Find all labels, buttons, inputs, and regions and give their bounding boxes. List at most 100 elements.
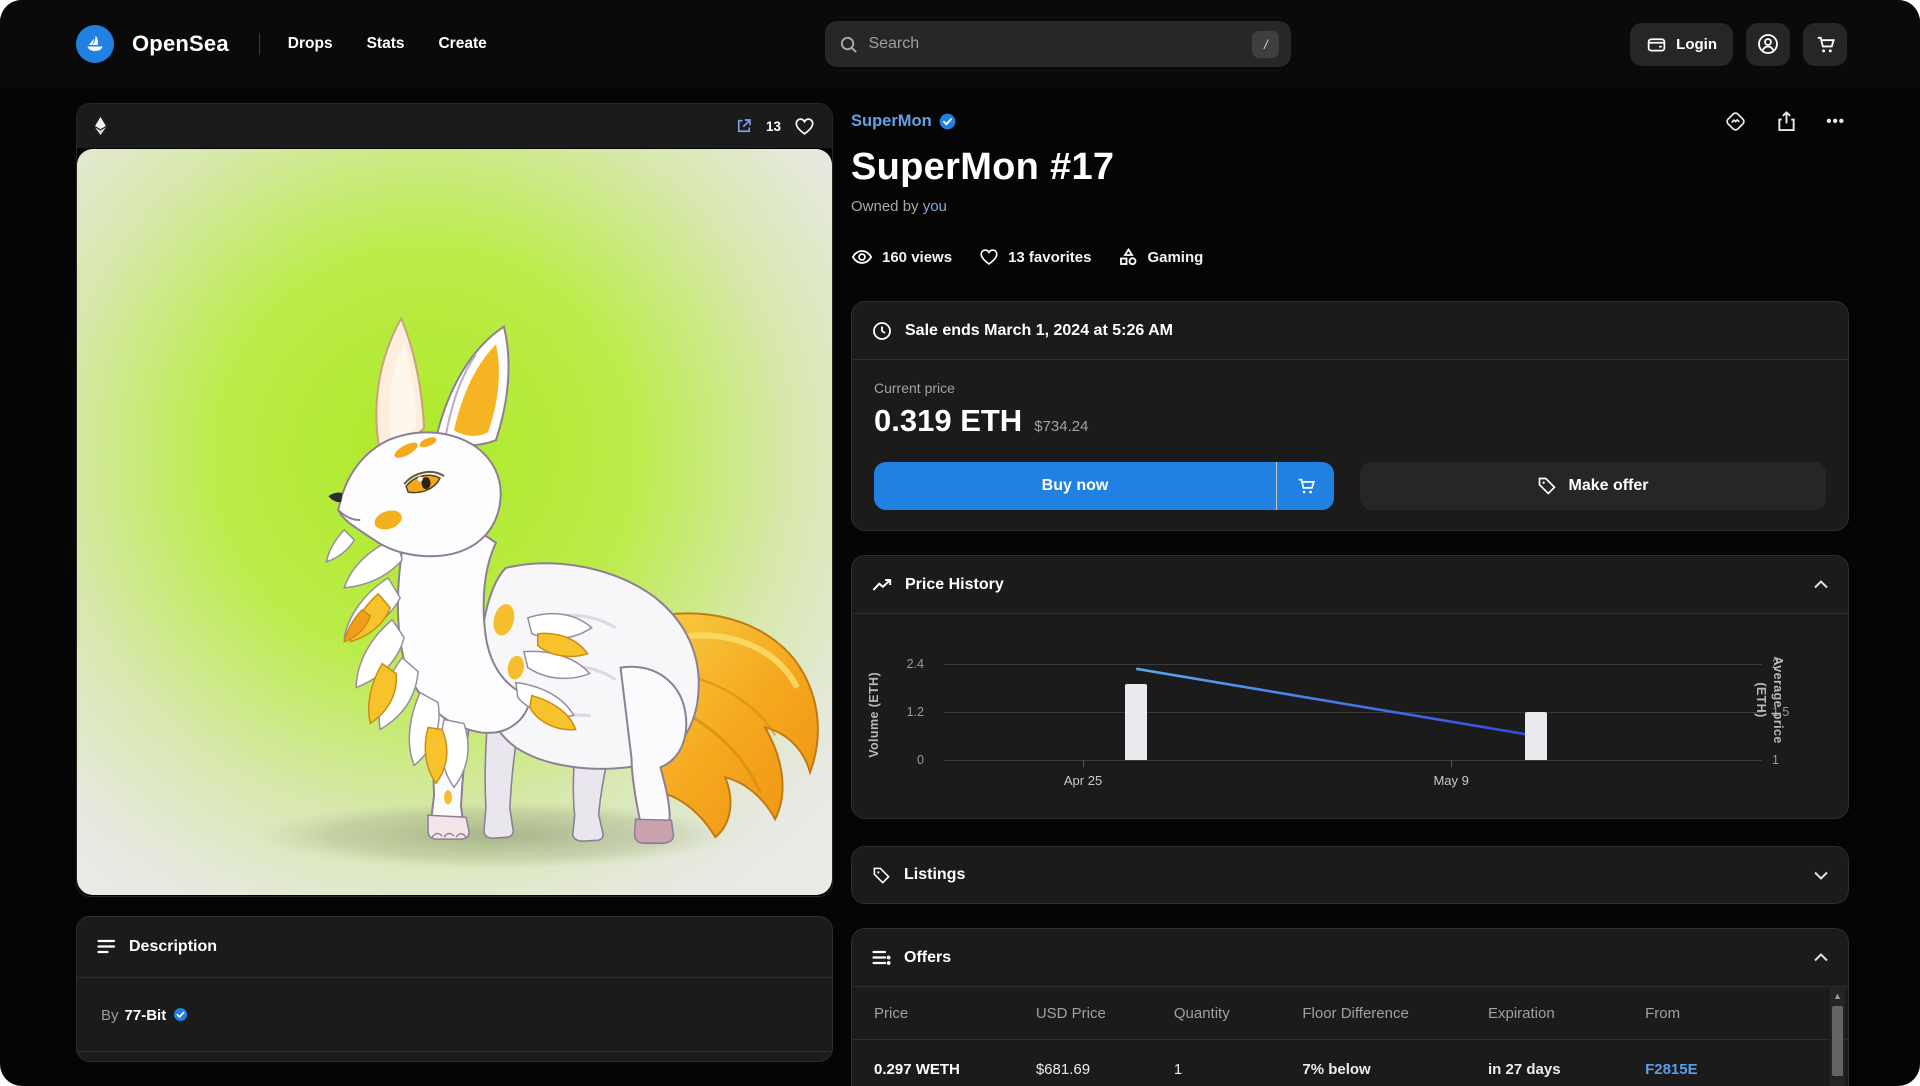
category-stat: Gaming [1118, 247, 1203, 267]
price-history-chart: Volume (ETH) 2.4 1.2 0 [852, 614, 1848, 818]
search-bar[interactable]: / [825, 21, 1292, 67]
verified-badge-icon [939, 113, 956, 130]
col-price: Price [874, 1004, 909, 1022]
offer-from-link[interactable]: F2815E [1645, 1060, 1698, 1078]
chevron-up-icon[interactable] [1814, 580, 1828, 589]
favorites-label: 13 favorites [1008, 248, 1092, 266]
account-button[interactable] [1746, 22, 1790, 66]
left-axis-ticks: 2.4 1.2 0 [852, 634, 934, 784]
avg-price-line-svg [944, 634, 1762, 784]
nft-media-card: 13 [76, 103, 833, 897]
y-tick: 2 [1772, 657, 1779, 671]
current-price-label: Current price [874, 380, 955, 396]
heart-icon [979, 248, 999, 266]
tag-icon [1537, 476, 1557, 496]
offers-panel: Offers Price USD Price Quantity Floor Di… [851, 928, 1849, 1086]
owned-by-prefix: Owned by [851, 198, 919, 215]
col-expiration: Expiration [1488, 1004, 1555, 1022]
offer-floor-difference: 7% below [1302, 1060, 1371, 1078]
offers-table: Price USD Price Quantity Floor Differenc… [852, 987, 1848, 1086]
sale-panel: Sale ends March 1, 2024 at 5:26 AM Curre… [851, 301, 1849, 531]
col-usd-price: USD Price [1035, 1004, 1106, 1022]
offers-scrollbar[interactable]: ▲ [1830, 988, 1845, 1086]
page-title: SuperMon #17 [851, 146, 1115, 188]
cart-icon [1814, 33, 1837, 56]
y-tick: 1 [1772, 753, 1779, 767]
views-label: 160 views [882, 248, 953, 266]
tag-icon [872, 866, 891, 885]
favorite-heart-icon[interactable] [794, 117, 815, 136]
search-icon [839, 35, 858, 54]
favorite-count: 13 [765, 118, 781, 134]
top-nav: OpenSea Drops Stats Create / Lo [0, 0, 1920, 88]
chevron-down-icon[interactable] [1814, 871, 1828, 880]
owned-by: Owned by you [851, 198, 1849, 215]
collection-link[interactable]: SuperMon [851, 112, 956, 131]
scrollbar-thumb[interactable] [1832, 1006, 1843, 1076]
col-floor-difference: Floor Difference [1302, 1004, 1409, 1022]
description-icon [97, 939, 116, 955]
category-icon [1118, 247, 1138, 267]
search-input[interactable] [868, 35, 1243, 53]
eye-icon [851, 249, 873, 265]
nav-link-create[interactable]: Create [438, 35, 487, 52]
login-button[interactable]: Login [1630, 22, 1733, 66]
share-icon[interactable] [1776, 110, 1797, 133]
y-tick: 2.4 [906, 657, 924, 671]
col-from: From [1645, 1004, 1681, 1022]
offer-row[interactable]: 0.297 WETH $681.69 1 7% below in 27 days… [852, 1040, 1848, 1086]
ethereum-icon [94, 116, 107, 136]
buy-now-group: Buy now [874, 462, 1334, 510]
price-eth: 0.319 ETH [874, 403, 1023, 438]
right-axis-label: Average price (ETH) [1753, 656, 1785, 744]
nav-link-drops[interactable]: Drops [287, 35, 333, 52]
brand-name[interactable]: OpenSea [132, 31, 229, 56]
creator-name[interactable]: 77-Bit [124, 1007, 167, 1024]
cart-button[interactable] [1803, 22, 1847, 66]
owner-link[interactable]: you [922, 198, 947, 215]
offers-header-row: Price USD Price Quantity Floor Differenc… [852, 987, 1848, 1040]
list-icon [872, 950, 891, 966]
price-history-panel: Price History Volume (ETH) 2.4 1.2 0 [851, 555, 1849, 819]
x-tick-mark [1083, 760, 1085, 767]
listings-title: Listings [904, 866, 966, 883]
offer-quantity: 1 [1173, 1060, 1183, 1078]
add-to-cart-button[interactable] [1277, 462, 1334, 510]
right-axis-ticks: 2 1.5 1 [1764, 634, 1800, 784]
more-icon[interactable]: ••• [1826, 113, 1845, 130]
cart-icon [1295, 475, 1317, 497]
view-original-link-icon[interactable] [735, 117, 753, 135]
handshake-icon[interactable] [1724, 110, 1747, 133]
x-label-may9: May 9 [1433, 773, 1469, 788]
collection-name: SuperMon [851, 112, 932, 130]
y-tick: 1.5 [1772, 705, 1790, 719]
views-stat: 160 views [851, 249, 952, 266]
description-by-prefix: By [101, 1007, 119, 1024]
buy-now-button[interactable]: Buy now [874, 462, 1276, 510]
listings-panel: Listings [851, 846, 1849, 904]
offer-price: 0.297 WETH [874, 1060, 960, 1078]
nav-divider [258, 33, 260, 55]
gridline [944, 760, 1762, 761]
favorites-stat: 13 favorites [979, 248, 1091, 266]
offer-usd: $681.69 [1035, 1060, 1091, 1078]
verified-badge-icon [173, 1007, 188, 1022]
category-label: Gaming [1147, 248, 1204, 266]
gridline [944, 712, 1762, 713]
chevron-up-icon[interactable] [1814, 953, 1828, 962]
offer-expiration: in 27 days [1488, 1060, 1561, 1078]
description-title: Description [129, 938, 218, 955]
opensea-logo-icon[interactable] [76, 25, 114, 63]
sale-ends-text: Sale ends March 1, 2024 at 5:26 AM [905, 321, 1173, 339]
login-label: Login [1676, 35, 1717, 53]
description-panel: Description By 77-Bit [76, 916, 833, 1062]
person-icon [1756, 32, 1780, 56]
nav-link-stats[interactable]: Stats [366, 35, 405, 52]
volume-bar [1125, 684, 1148, 760]
make-offer-button[interactable]: Make offer [1360, 462, 1826, 510]
x-tick-mark [1451, 760, 1453, 767]
scroll-up-arrow-icon[interactable]: ▲ [1833, 991, 1842, 1001]
nft-image[interactable] [77, 148, 832, 896]
y-tick: 1.2 [906, 705, 924, 719]
item-stats: 160 views 13 favorites Gaming [851, 247, 1849, 267]
